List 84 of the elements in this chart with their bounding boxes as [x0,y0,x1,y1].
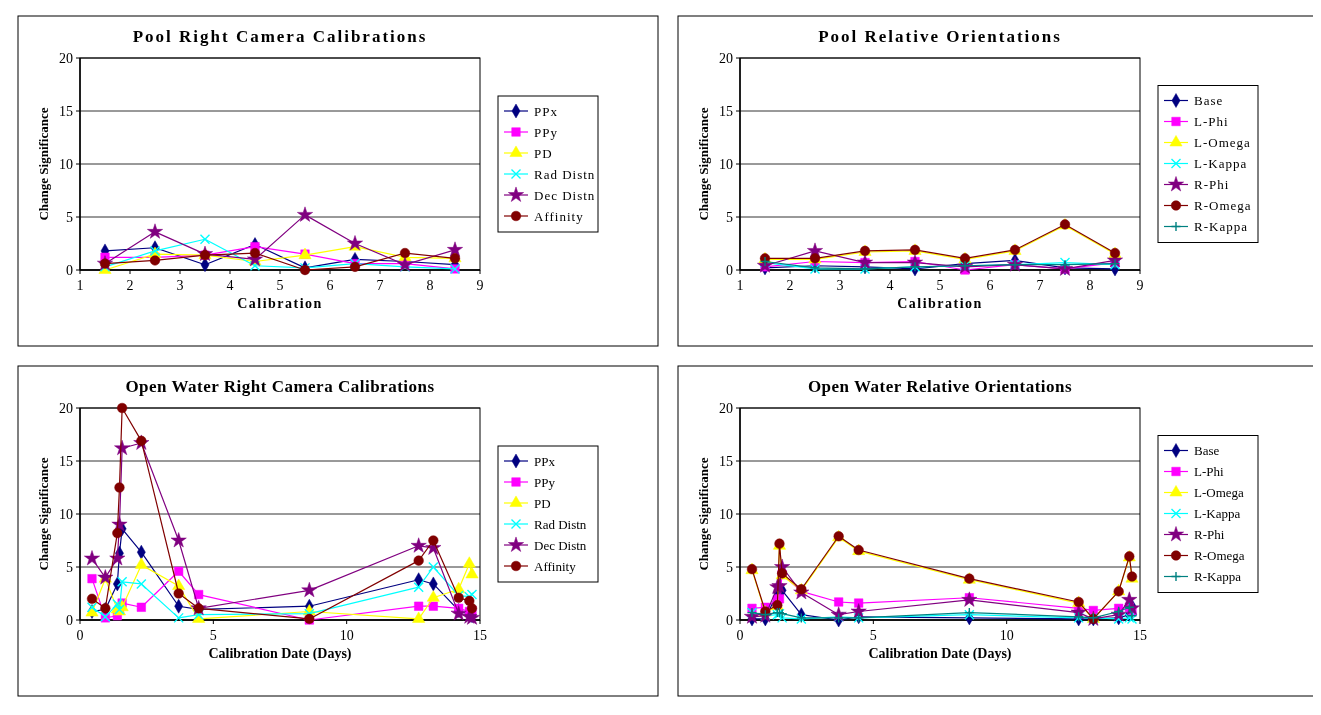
y-tick-label: 20 [719,400,733,416]
y-tick-label: 10 [59,506,73,522]
y-axis-title: Change Significance [36,457,51,571]
x-tick-label: 1 [76,278,84,293]
y-tick-label: 5 [726,559,733,575]
x-tick-label: 9 [1136,278,1144,293]
legend-label: Dec Distn [534,187,596,203]
x-tick-label: 2 [126,278,134,293]
x-tick-label: 7 [1036,278,1044,293]
y-axis-title: Change Significance [696,107,711,221]
y-tick-label: 10 [719,506,733,522]
y-axis-title: Change Significance [36,107,51,221]
legend-label: Base [1194,443,1220,459]
y-tick-label: 0 [726,262,733,278]
x-tick-label: 0 [76,628,84,643]
legend-label: R-Kappa [1194,569,1242,585]
x-tick-label: 8 [1086,278,1094,293]
chart-title: Open Water Relative Orientations [807,377,1073,396]
x-tick-label: 4 [886,278,894,293]
x-axis-title: Calibration [237,296,323,311]
legend-label: Rad Distn [534,516,587,532]
legend-label: Affinity [534,558,577,574]
x-tick-label: 9 [476,278,484,293]
legend-label: R-Omega [1194,198,1252,214]
legend-label: PPy [534,124,558,140]
legend-label: PD [534,495,551,511]
y-tick-label: 15 [719,453,733,469]
x-axis-title: Calibration [897,296,983,311]
legend-label: Rad Distn [534,166,596,182]
legend-label: PD [534,145,553,161]
legend-label: PPx [534,453,556,469]
y-tick-label: 15 [59,453,73,469]
x-tick-label: 15 [1133,628,1147,643]
y-tick-label: 10 [719,156,733,172]
y-axis-title: Change Significance [696,457,711,571]
x-tick-label: 3 [176,278,184,293]
x-axis-title: Calibration Date (Days) [208,646,352,662]
y-tick-label: 5 [66,559,73,575]
chart-title: Pool Right Camera Calibrations [132,27,428,46]
legend-label: PPx [534,103,558,119]
legend-label: R-Phi [1194,527,1225,543]
y-tick-label: 20 [59,50,73,66]
x-tick-label: 10 [339,628,354,643]
y-tick-label: 15 [59,103,73,119]
x-tick-label: 1 [736,278,744,293]
legend-label: Affinity [534,208,584,224]
legend-label: L-Phi [1194,464,1224,480]
legend-label: Base [1194,93,1224,109]
y-tick-label: 15 [719,103,733,119]
x-tick-label: 4 [226,278,234,293]
y-tick-label: 10 [59,156,73,172]
x-tick-label: 2 [786,278,794,293]
x-tick-label: 5 [869,628,877,643]
x-tick-label: 15 [473,628,487,643]
x-tick-label: 3 [836,278,844,293]
legend-label: R-Omega [1194,548,1245,564]
y-tick-label: 0 [726,612,733,628]
y-tick-label: 5 [66,209,73,225]
x-tick-label: 5 [276,278,284,293]
x-tick-label: 5 [209,628,217,643]
x-tick-label: 10 [999,628,1014,643]
x-axis-title: Calibration Date (Days) [868,646,1012,662]
y-tick-label: 20 [59,400,73,416]
x-tick-label: 6 [326,278,334,293]
legend-label: L-Phi [1194,114,1229,130]
legend-label: L-Omega [1194,485,1245,501]
x-tick-label: 6 [986,278,994,293]
x-tick-label: 7 [376,278,384,293]
legend-label: R-Kappa [1194,219,1248,235]
y-tick-label: 5 [726,209,733,225]
y-tick-label: 20 [719,50,733,66]
chart-title: Pool Relative Orientations [818,27,1062,46]
y-tick-label: 0 [66,262,73,278]
legend-label: L-Omega [1194,135,1251,151]
y-tick-label: 0 [66,612,73,628]
legend-label: R-Phi [1194,177,1230,193]
legend-label: Dec Distn [534,537,587,553]
legend-label: L-Kappa [1194,156,1248,172]
chart-title: Open Water Right Camera Calibrations [125,377,435,396]
legend-label: PPy [534,474,556,490]
x-tick-label: 5 [936,278,944,293]
x-tick-label: 0 [736,628,744,643]
legend-label: L-Kappa [1194,506,1241,522]
x-tick-label: 8 [426,278,434,293]
